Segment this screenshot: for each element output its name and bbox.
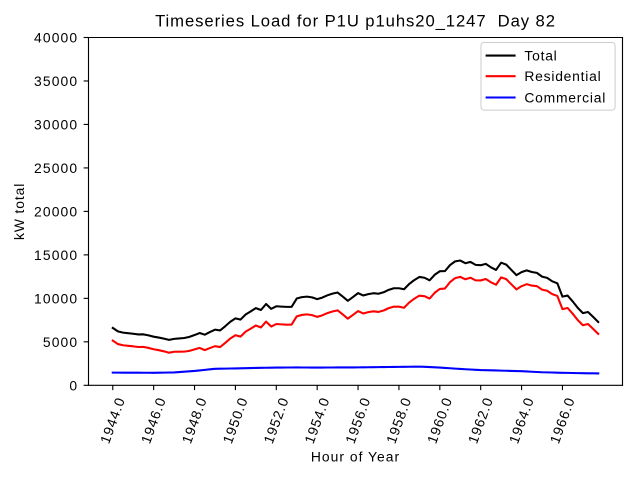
svg-text:Timeseries Load for P1U p1uhs2: Timeseries Load for P1U p1uhs20_1247 Day… [155,12,556,31]
svg-text:35000: 35000 [34,73,78,89]
svg-text:Total: Total [524,48,557,64]
svg-text:5000: 5000 [43,334,78,350]
svg-text:Commercial: Commercial [524,89,606,105]
svg-text:25000: 25000 [34,160,78,176]
svg-text:15000: 15000 [34,247,78,263]
svg-text:kW total: kW total [11,183,27,240]
svg-text:10000: 10000 [34,290,78,306]
svg-text:40000: 40000 [34,30,78,46]
svg-text:20000: 20000 [34,203,78,219]
svg-text:0: 0 [69,377,78,393]
svg-text:Residential: Residential [524,68,601,84]
svg-text:30000: 30000 [34,116,78,132]
svg-text:Hour of Year: Hour of Year [311,448,400,464]
